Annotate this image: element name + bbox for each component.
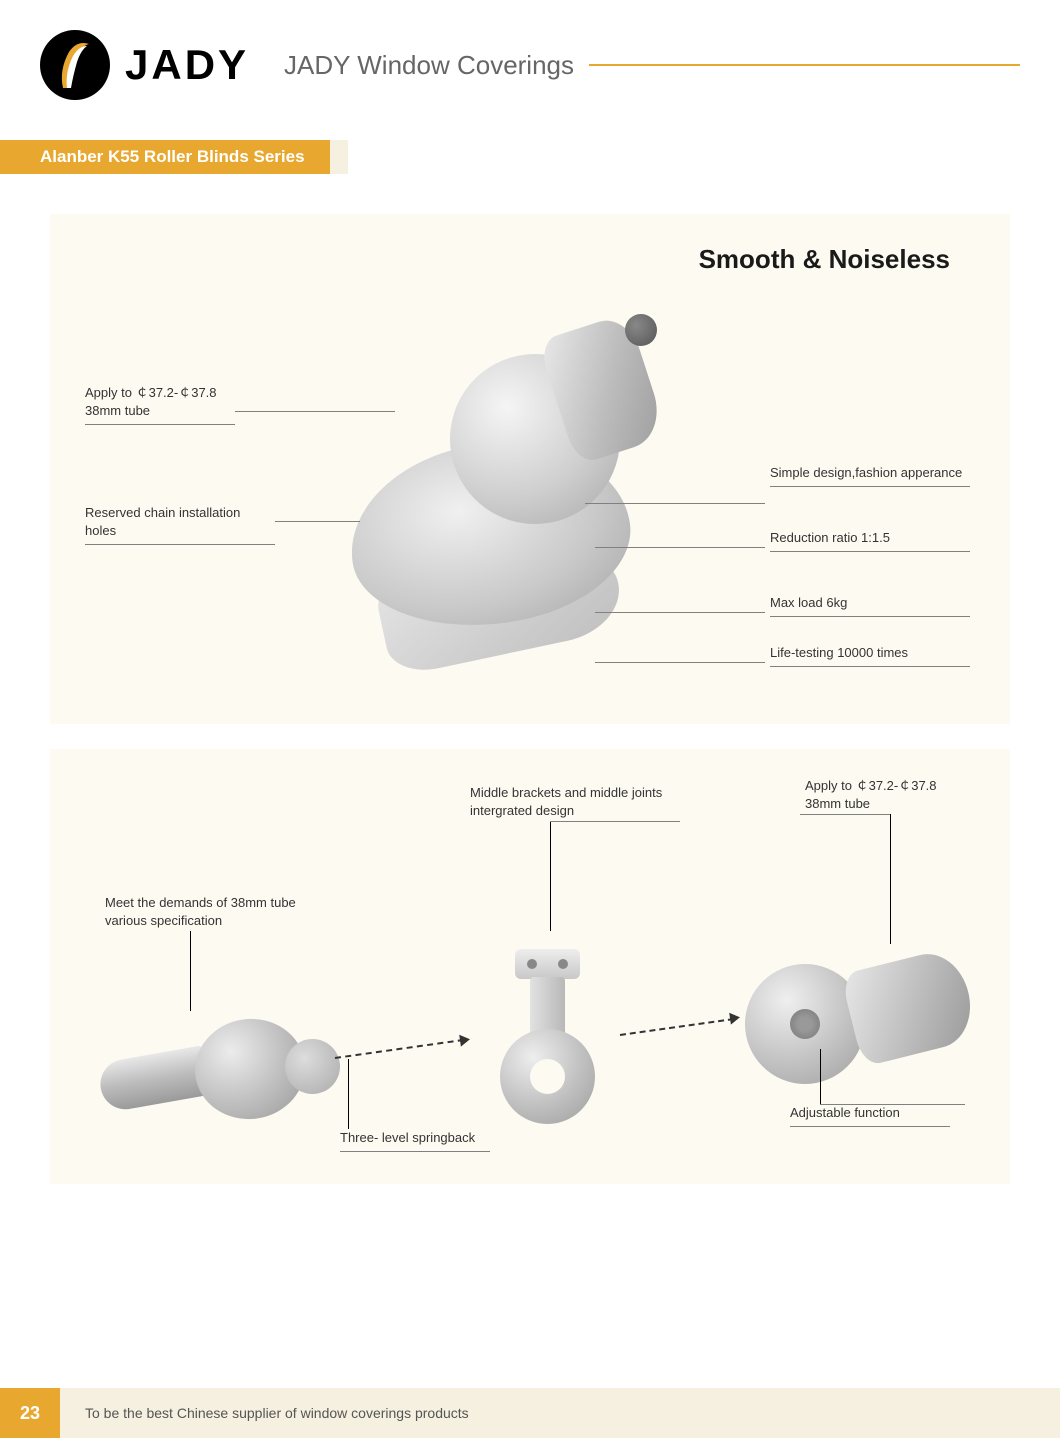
- callout-middle-brackets: Middle brackets and middle joints interg…: [470, 784, 665, 820]
- assembly-dash-line: [335, 1039, 464, 1059]
- panel-assembly: Middle brackets and middle joints interg…: [50, 749, 1010, 1184]
- footer-slogan: To be the best Chinese supplier of windo…: [85, 1405, 469, 1421]
- series-title: Alanber K55 Roller Blinds Series: [0, 140, 330, 174]
- brand-logo: [40, 30, 110, 100]
- logo-swoosh-icon: [55, 40, 95, 90]
- header-rule: [589, 64, 1020, 66]
- page-footer: 23 To be the best Chinese supplier of wi…: [0, 1388, 1060, 1438]
- leader-line: [595, 547, 765, 548]
- series-accent: [330, 140, 348, 174]
- leader-line: [595, 662, 765, 663]
- page-header: JADY JADY Window Coverings: [0, 0, 1060, 120]
- leader-line: [550, 821, 551, 931]
- panel1-title: Smooth & Noiseless: [699, 244, 950, 275]
- leader-line: [275, 521, 360, 522]
- page-number: 23: [0, 1388, 60, 1438]
- callout-simple-design: Simple design,fashion apperance: [770, 464, 970, 487]
- header-tagline: JADY Window Coverings: [284, 50, 574, 81]
- callout-apply-tube: Apply to ￠37.2-￠37.8 38mm tube: [85, 384, 235, 425]
- leader-line: [550, 821, 680, 822]
- callout-life-testing: Life-testing 10000 times: [770, 644, 970, 667]
- part-right-plug: [745, 944, 975, 1104]
- leader-line: [800, 814, 890, 815]
- arrow-icon: [459, 1033, 471, 1046]
- callout-max-load: Max load 6kg: [770, 594, 970, 617]
- assembly-dash-line: [620, 1018, 734, 1036]
- leader-line: [585, 503, 765, 504]
- leader-line: [348, 1059, 349, 1129]
- callout-apply-tube-2: Apply to ￠37.2-￠37.8 38mm tube: [805, 777, 970, 813]
- callout-reserved-holes: Reserved chain installation holes: [85, 504, 275, 545]
- series-bar: Alanber K55 Roller Blinds Series: [0, 140, 1060, 174]
- leader-line: [820, 1049, 821, 1104]
- part-left-plug: [100, 999, 330, 1129]
- part-middle-bracket: [480, 949, 610, 1129]
- callout-reduction-ratio: Reduction ratio 1:1.5: [770, 529, 970, 552]
- arrow-icon: [729, 1011, 741, 1024]
- callout-springback: Three- level springback: [340, 1129, 510, 1152]
- leader-line: [820, 1104, 965, 1105]
- leader-line: [595, 612, 765, 613]
- callout-adjustable: Adjustable function: [790, 1104, 970, 1127]
- panel-smooth-noiseless: Smooth & Noiseless Apply to ￠37.2-￠37.8 …: [50, 214, 1010, 724]
- leader-line: [235, 411, 395, 412]
- brand-name: JADY: [125, 41, 249, 89]
- product-clutch-illustration: [330, 304, 660, 634]
